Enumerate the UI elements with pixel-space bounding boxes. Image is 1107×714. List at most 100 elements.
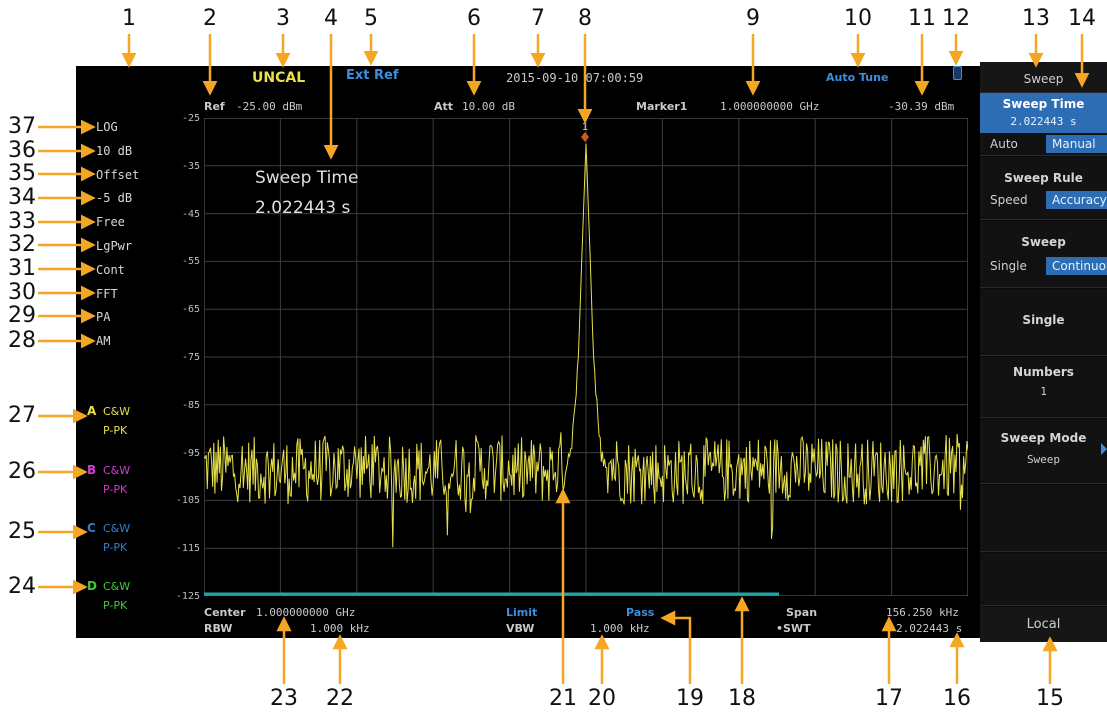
sweep-single-option[interactable]: Single bbox=[984, 257, 1044, 275]
auto-tune-indicator: Auto Tune bbox=[826, 71, 889, 84]
callout-35: 35 bbox=[8, 161, 36, 186]
att-value: 10.00 dB bbox=[462, 100, 515, 113]
callout-21: 21 bbox=[549, 686, 577, 711]
y-tick-label: -85 bbox=[181, 400, 200, 411]
callout-25: 25 bbox=[8, 519, 36, 544]
softkey-sweep-time[interactable]: Sweep Time 2.022443 s Auto Manual bbox=[980, 93, 1107, 156]
center-frequency[interactable]: 1.000000000 GHz bbox=[256, 606, 356, 619]
callout-29: 29 bbox=[8, 303, 36, 328]
trace-b-mode: C&W bbox=[103, 464, 131, 477]
y-tick-label: -55 bbox=[181, 256, 200, 267]
marker-frequency: 1.000000000 GHz bbox=[720, 100, 820, 113]
trace-a-letter[interactable]: A bbox=[87, 404, 97, 418]
ref-label: Ref bbox=[204, 100, 225, 113]
rbw-label: RBW bbox=[204, 622, 233, 635]
callout-24: 24 bbox=[8, 574, 36, 599]
menu-title-bar: Sweep bbox=[980, 62, 1107, 93]
trace-a-line bbox=[204, 143, 968, 548]
callout-33: 33 bbox=[8, 209, 36, 234]
y-tick-label: -105 bbox=[175, 495, 200, 506]
y-tick-label: -65 bbox=[181, 304, 200, 315]
spectrum-plot[interactable]: 1 bbox=[204, 118, 968, 596]
softkey-sweep-mode-title: Sweep Mode bbox=[1000, 431, 1087, 445]
offset-label[interactable]: Offset bbox=[96, 168, 140, 182]
softkey-numbers[interactable]: Numbers 1 bbox=[980, 357, 1107, 418]
callout-26: 26 bbox=[8, 459, 36, 484]
sweep-mode-label[interactable]: Cont bbox=[96, 263, 125, 277]
softkey-sweep-mode-value: Sweep bbox=[1026, 453, 1061, 466]
softkey-single[interactable]: Single bbox=[980, 289, 1107, 356]
swt-value[interactable]: 2.022443 s bbox=[896, 622, 963, 635]
softkey-numbers-value: 1 bbox=[1040, 385, 1047, 398]
trace-d-detector: P-PK bbox=[103, 599, 128, 612]
center-label: Center bbox=[204, 606, 246, 619]
trace-b-letter[interactable]: B bbox=[87, 463, 97, 477]
callout-30: 30 bbox=[8, 280, 36, 305]
y-tick-label: -125 bbox=[175, 591, 200, 602]
callout-8: 8 bbox=[578, 6, 592, 31]
callout-5: 5 bbox=[364, 6, 378, 31]
limit-label: Limit bbox=[506, 606, 538, 619]
callout-18: 18 bbox=[728, 686, 756, 711]
vbw-value[interactable]: 1.000 kHz bbox=[590, 622, 650, 635]
sweep-continuous-option[interactable]: Continuous bbox=[1046, 257, 1107, 275]
average-type-label[interactable]: LgPwr bbox=[96, 239, 133, 253]
y-tick-label: -115 bbox=[175, 543, 200, 554]
softkey-single-title: Single bbox=[1022, 313, 1065, 327]
callout-3: 3 bbox=[276, 6, 290, 31]
date-time: 2015-09-10 07:00:59 bbox=[506, 71, 644, 85]
scale-type-label[interactable]: LOG bbox=[96, 120, 118, 134]
sweep-rule-speed-option[interactable]: Speed bbox=[984, 191, 1044, 209]
submenu-arrow-icon bbox=[1101, 443, 1107, 455]
callout-34: 34 bbox=[8, 185, 36, 210]
marker-diamond[interactable] bbox=[581, 132, 589, 142]
callout-9: 9 bbox=[746, 6, 760, 31]
trigger-label[interactable]: Free bbox=[96, 215, 125, 229]
callout-22: 22 bbox=[326, 686, 354, 711]
span-value[interactable]: 156.250 kHz bbox=[886, 606, 959, 619]
marker-level: -30.39 dBm bbox=[888, 100, 955, 113]
menu-title: Sweep bbox=[1023, 72, 1064, 86]
sweep-type-label[interactable]: FFT bbox=[96, 287, 118, 301]
softkey-sweep[interactable]: Sweep Single Continuous bbox=[980, 221, 1107, 288]
sweep-time-overlay-title: Sweep Time bbox=[255, 168, 359, 188]
callout-15: 15 bbox=[1036, 686, 1064, 711]
callout-31: 31 bbox=[8, 256, 36, 281]
softkey-empty-1[interactable] bbox=[980, 485, 1107, 552]
ref-level: -25.00 dBm bbox=[236, 100, 303, 113]
softkey-panel: Sweep Sweep Time 2.022443 s Auto Manual … bbox=[980, 62, 1107, 642]
marker-label: Marker1 bbox=[636, 100, 688, 113]
ext-ref-indicator: Ext Ref bbox=[346, 68, 399, 83]
trace-c-letter[interactable]: C bbox=[87, 521, 96, 535]
callout-36: 36 bbox=[8, 138, 36, 163]
y-tick-label: -75 bbox=[181, 352, 200, 363]
softkey-sweep-rule-title: Sweep Rule bbox=[1004, 171, 1083, 185]
preamp-label[interactable]: PA bbox=[96, 310, 111, 324]
softkey-sweep-time-value: 2.022443 s bbox=[1010, 115, 1077, 128]
callout-17: 17 bbox=[875, 686, 903, 711]
callout-6: 6 bbox=[467, 6, 481, 31]
rbw-value[interactable]: 1.000 kHz bbox=[310, 622, 370, 635]
sweep-rule-accuracy-option[interactable]: Accuracy bbox=[1046, 191, 1107, 209]
demod-label[interactable]: AM bbox=[96, 334, 111, 348]
softkey-local[interactable]: Local bbox=[980, 607, 1107, 642]
callout-2: 2 bbox=[203, 6, 217, 31]
callout-27: 27 bbox=[8, 403, 36, 428]
sweep-time-manual-option[interactable]: Manual bbox=[1046, 135, 1107, 153]
trace-c-mode: C&W bbox=[103, 522, 131, 535]
softkey-sweep-rule[interactable]: Sweep Rule Speed Accuracy bbox=[980, 157, 1107, 220]
y-tick-label: -25 bbox=[181, 113, 200, 124]
callout-1: 1 bbox=[122, 6, 136, 31]
y-tick-label: -35 bbox=[181, 161, 200, 172]
trace-a-detector: P-PK bbox=[103, 424, 128, 437]
sweep-time-auto-option[interactable]: Auto bbox=[984, 135, 1044, 153]
callout-4: 4 bbox=[324, 6, 338, 31]
sweep-time-overlay-value: 2.022443 s bbox=[255, 198, 351, 218]
trace-d-letter[interactable]: D bbox=[87, 579, 97, 593]
callout-7: 7 bbox=[531, 6, 545, 31]
offset-value-label[interactable]: -5 dB bbox=[96, 191, 133, 205]
scale-div-label[interactable]: 10 dB bbox=[96, 144, 133, 158]
softkey-sweep-mode[interactable]: Sweep Mode Sweep bbox=[980, 419, 1107, 484]
callout-16: 16 bbox=[943, 686, 971, 711]
softkey-empty-2[interactable] bbox=[980, 553, 1107, 606]
